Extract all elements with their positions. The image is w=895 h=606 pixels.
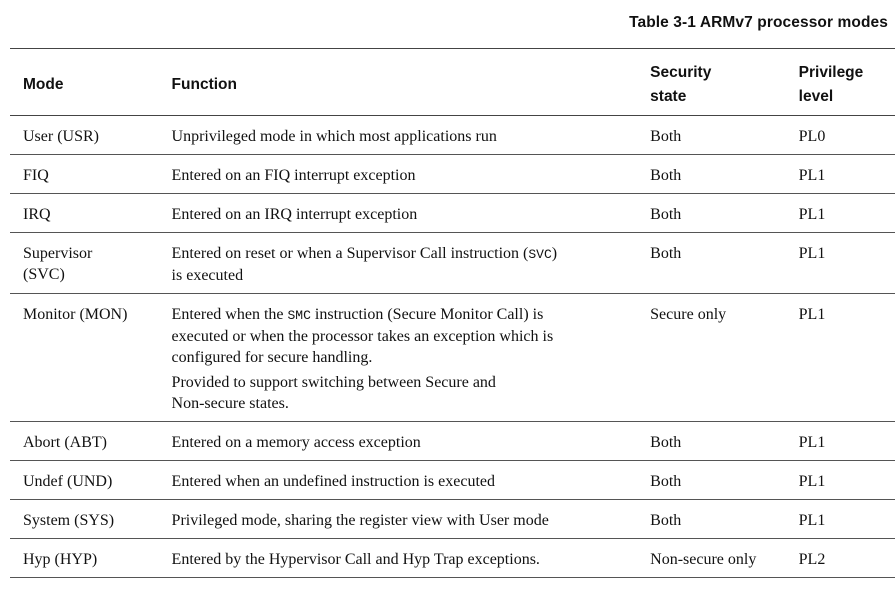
cell-function-line1: Entered on reset or when a Supervisor Ca… [172, 243, 651, 265]
cell-function-line2: executed or when the processor takes an … [171, 328, 554, 345]
header-mode: Mode [23, 76, 64, 93]
cell-mode: Monitor (MON) [23, 306, 128, 323]
smc-code: SMC [287, 308, 311, 323]
table-row: Supervisor (SVC) Entered on reset or whe… [10, 233, 895, 294]
cell-security: Both [650, 512, 682, 529]
cell-function-line3: configured for secure handling. [171, 349, 373, 366]
table-row: Hyp (HYP) Entered by the Hypervisor Call… [10, 539, 895, 578]
cell-privilege: PL0 [798, 128, 826, 145]
processor-modes-table: Mode Function Security state Privilege l… [10, 48, 895, 578]
table-row: Undef (UND) Entered when an undefined in… [10, 461, 895, 500]
function-text: Entered when the [171, 306, 288, 323]
table-row: FIQ Entered on an FIQ interrupt exceptio… [10, 155, 895, 194]
cell-mode: System (SYS) [23, 512, 115, 529]
cell-function: Privileged mode, sharing the register vi… [171, 512, 549, 529]
cell-function: Entered on an FIQ interrupt exception [171, 167, 416, 184]
cell-privilege: PL1 [798, 245, 826, 262]
cell-mode: FIQ [23, 167, 49, 184]
table-row: Monitor (MON) Entered when the SMC instr… [10, 294, 895, 422]
function-paragraph: Entered when the SMC instruction (Secure… [172, 304, 651, 368]
cell-function-line4: Provided to support switching between Se… [171, 374, 496, 391]
cell-security: Both [650, 434, 682, 451]
cell-function: Entered on an IRQ interrupt exception [171, 206, 418, 223]
cell-function: Entered by the Hypervisor Call and Hyp T… [171, 551, 540, 568]
cell-mode: Hyp (HYP) [23, 551, 98, 568]
cell-security: Both [650, 206, 682, 223]
cell-function: Entered when the SMC instruction (Secure… [172, 294, 651, 422]
table-row: User (USR) Unprivileged mode in which mo… [10, 116, 895, 155]
table-row: System (SYS) Privileged mode, sharing th… [10, 500, 895, 539]
header-security-state: Security state [650, 49, 799, 116]
cell-function-line2: is executed [171, 267, 244, 284]
header-security-line2: state [650, 88, 687, 105]
function-text: instruction (Secure Monitor Call) is [310, 306, 544, 323]
function-paragraph: Provided to support switching between Se… [172, 372, 651, 414]
header-function: Function [171, 76, 237, 93]
cell-security: Secure only [650, 306, 727, 323]
cell-function-line1: Entered when the SMC instruction (Secure… [172, 304, 651, 326]
header-privilege-level: Privilege level [799, 49, 895, 116]
cell-mode: Supervisor (SVC) [10, 233, 172, 294]
function-text: ) [551, 245, 558, 262]
header-privilege-line2: level [798, 88, 834, 105]
cell-privilege: PL1 [798, 434, 826, 451]
cell-function: Entered on reset or when a Supervisor Ca… [172, 233, 651, 294]
cell-function: Entered on a memory access exception [171, 434, 421, 451]
cell-security: Both [650, 128, 682, 145]
cell-function: Unprivileged mode in which most applicat… [171, 128, 497, 145]
function-text: Entered on reset or when a Supervisor Ca… [171, 245, 529, 262]
cell-mode: Undef (UND) [23, 473, 113, 490]
cell-security: Non-secure only [650, 551, 757, 568]
header-privilege-line1: Privilege [798, 64, 864, 81]
cell-mode-line1: Supervisor [23, 245, 93, 262]
table-row: IRQ Entered on an IRQ interrupt exceptio… [10, 194, 895, 233]
table-caption: Table 3-1 ARMv7 processor modes [629, 14, 888, 31]
cell-mode: User (USR) [23, 128, 99, 145]
svc-code: SVC [528, 247, 552, 262]
cell-security: Both [650, 167, 682, 184]
cell-mode: Abort (ABT) [23, 434, 107, 451]
header-security-line1: Security [650, 64, 712, 81]
cell-privilege: PL1 [798, 306, 826, 323]
cell-function: Entered when an undefined instruction is… [171, 473, 495, 490]
cell-privilege: PL2 [798, 551, 826, 568]
cell-security: Both [650, 473, 682, 490]
cell-mode: IRQ [23, 206, 51, 223]
cell-mode-line2: (SVC) [23, 266, 65, 283]
cell-privilege: PL1 [798, 206, 826, 223]
cell-function-line5: Non-secure states. [171, 395, 289, 412]
cell-privilege: PL1 [798, 167, 826, 184]
cell-privilege: PL1 [798, 512, 826, 529]
cell-security: Both [650, 245, 682, 262]
cell-privilege: PL1 [798, 473, 826, 490]
table-header-row: Mode Function Security state Privilege l… [10, 48, 895, 116]
table-row: Abort (ABT) Entered on a memory access e… [10, 422, 895, 461]
